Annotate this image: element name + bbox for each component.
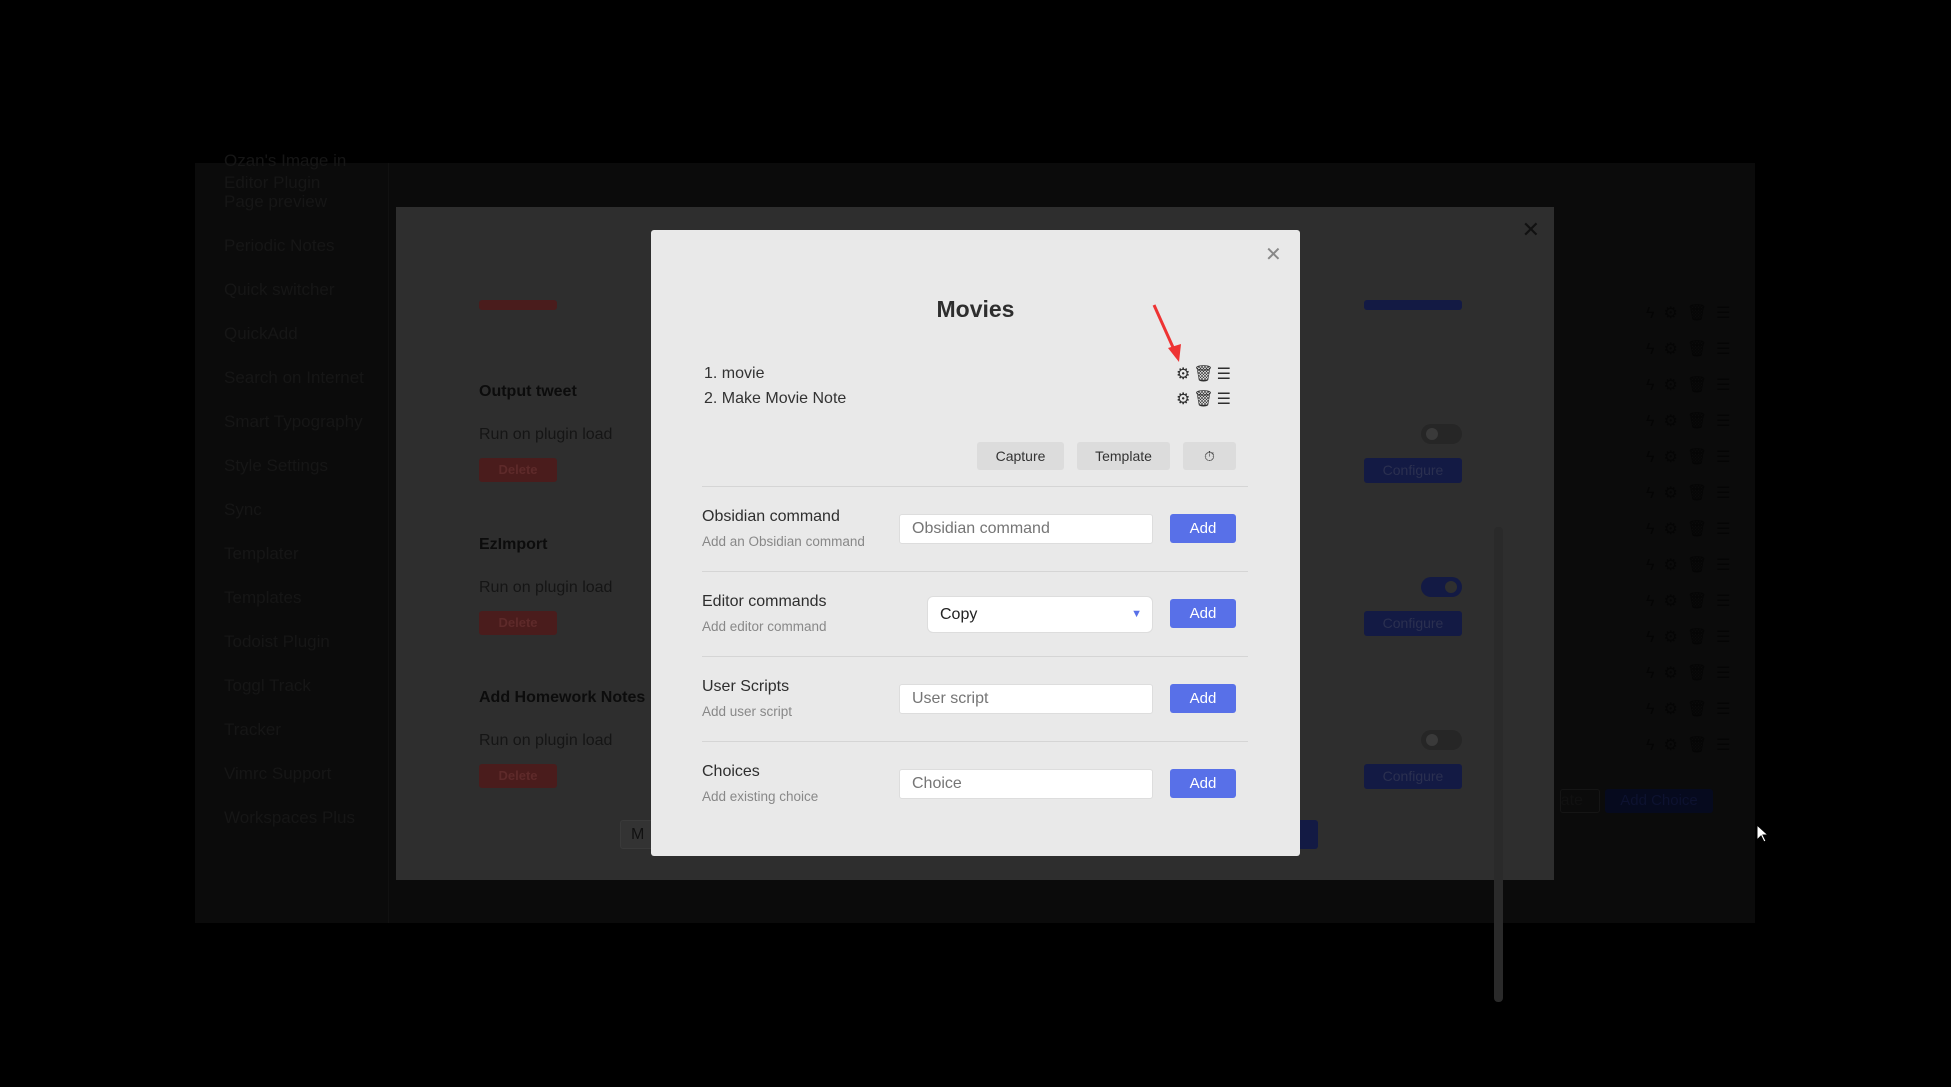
choice-row-actions[interactable]: ϟ⚙🗑☰ bbox=[1646, 701, 1740, 718]
choice-row-actions[interactable]: ϟ⚙🗑☰ bbox=[1646, 665, 1740, 682]
configure-button[interactable]: Configure bbox=[1364, 611, 1462, 636]
choice-row-actions[interactable]: ϟ⚙🗑☰ bbox=[1646, 377, 1740, 394]
command-title: EzImport bbox=[479, 536, 548, 553]
sidebar-item[interactable]: Smart Typography bbox=[224, 412, 363, 431]
chevron-down-icon: ▼ bbox=[1131, 608, 1142, 620]
sidebar-item[interactable]: Vimrc Support bbox=[224, 764, 332, 783]
clock-icon: ⏱ bbox=[1204, 448, 1215, 464]
select-value: Template bbox=[1560, 792, 1583, 809]
row-label: Obsidian command bbox=[702, 508, 840, 525]
sidebar-item[interactable]: Search on Internet bbox=[224, 368, 364, 387]
choice-type-select[interactable]: Template bbox=[1560, 789, 1600, 813]
choice-row-actions[interactable]: ϟ⚙🗑☰ bbox=[1646, 305, 1740, 322]
run-on-load-label: Run on plugin load bbox=[479, 426, 613, 443]
sidebar-item[interactable]: Page preview bbox=[224, 192, 328, 211]
command-title: Output tweet bbox=[479, 383, 577, 400]
step-actions: ⚙ 🗑 ☰ bbox=[1176, 389, 1231, 409]
run-on-load-toggle[interactable] bbox=[1421, 577, 1462, 597]
sidebar-item[interactable]: Todoist Plugin bbox=[224, 632, 330, 651]
delete-button[interactable]: Delete bbox=[479, 611, 557, 635]
sidebar-item[interactable]: QuickAdd bbox=[224, 324, 298, 343]
command-title: Add Homework Notes bbox=[479, 689, 646, 706]
delete-button[interactable] bbox=[479, 300, 557, 310]
sidebar-item[interactable]: Style Settings bbox=[224, 456, 328, 475]
user-script-input[interactable] bbox=[899, 684, 1153, 714]
divider bbox=[702, 741, 1248, 742]
gear-icon[interactable]: ⚙ bbox=[1176, 366, 1191, 383]
configure-button[interactable]: Configure bbox=[1364, 764, 1462, 789]
step-actions: ⚙ 🗑 ☰ bbox=[1176, 364, 1231, 384]
sidebar-item[interactable]: Templater bbox=[224, 544, 299, 563]
capture-button[interactable]: Capture bbox=[977, 442, 1064, 470]
sidebar-item[interactable]: Templates bbox=[224, 588, 302, 607]
step-item: 2. Make Movie Note bbox=[704, 390, 847, 407]
drag-handle-icon[interactable]: ☰ bbox=[1216, 366, 1231, 383]
sidebar-item[interactable]: Tracker bbox=[224, 720, 281, 739]
delete-button[interactable]: Delete bbox=[479, 764, 557, 788]
close-icon[interactable]: ✕ bbox=[1521, 217, 1540, 242]
template-button[interactable]: Template bbox=[1077, 442, 1170, 470]
gear-icon[interactable]: ⚙ bbox=[1176, 391, 1191, 408]
add-macro-button[interactable] bbox=[1296, 820, 1318, 849]
add-choice-button[interactable]: Add Choice bbox=[1605, 789, 1713, 813]
sidebar-item[interactable]: Periodic Notes bbox=[224, 236, 335, 255]
configure-button[interactable]: Configure bbox=[1364, 458, 1462, 483]
sidebar-item[interactable]: Workspaces Plus bbox=[224, 808, 356, 827]
close-icon[interactable]: ✕ bbox=[1265, 244, 1282, 266]
choice-row-actions[interactable]: ϟ⚙🗑☰ bbox=[1646, 341, 1740, 358]
trash-icon[interactable]: 🗑 bbox=[1193, 366, 1214, 383]
sidebar-item[interactable]: Quick switcher bbox=[224, 280, 335, 299]
row-description: Add existing choice bbox=[702, 789, 819, 804]
row-label: Choices bbox=[702, 763, 760, 780]
run-on-load-label: Run on plugin load bbox=[479, 732, 613, 749]
row-description: Add user script bbox=[702, 704, 793, 719]
red-arrow-annotation bbox=[1152, 304, 1181, 362]
wait-button[interactable]: ⏱ bbox=[1183, 442, 1236, 470]
obsidian-command-input[interactable] bbox=[899, 514, 1153, 544]
choice-row-actions[interactable]: ϟ⚙🗑☰ bbox=[1646, 485, 1740, 502]
choice-row-actions[interactable]: ϟ⚙🗑☰ bbox=[1646, 557, 1740, 574]
choice-input[interactable] bbox=[899, 769, 1153, 799]
row-description: Add an Obsidian command bbox=[702, 534, 865, 549]
modal-title: Movies bbox=[936, 296, 1015, 322]
row-label: User Scripts bbox=[702, 678, 790, 695]
row-description: Add editor command bbox=[702, 619, 827, 634]
choice-row-actions[interactable]: ϟ⚙🗑☰ bbox=[1646, 413, 1740, 430]
choice-builder-modal: ✕ Movies 1. movie 2. Make Movie Note ⚙ 🗑 ☰… bbox=[651, 230, 1300, 856]
row-label: Editor commands bbox=[702, 593, 827, 610]
delete-button[interactable]: Delete bbox=[479, 458, 557, 482]
mouse-cursor-icon bbox=[1756, 824, 1770, 843]
add-editor-command-button[interactable]: Add bbox=[1170, 599, 1236, 628]
choice-row-actions[interactable]: ϟ⚙🗑☰ bbox=[1646, 449, 1740, 466]
run-on-load-toggle[interactable] bbox=[1421, 730, 1462, 750]
divider bbox=[702, 486, 1248, 487]
editor-command-select[interactable]: Copy ▼ bbox=[927, 596, 1153, 633]
drag-handle-icon[interactable]: ☰ bbox=[1216, 391, 1231, 408]
choice-row-actions[interactable]: ϟ⚙🗑☰ bbox=[1646, 629, 1740, 646]
sidebar-divider bbox=[388, 163, 389, 923]
configure-button[interactable] bbox=[1364, 300, 1462, 310]
sidebar-item[interactable]: Sync bbox=[224, 500, 262, 519]
choice-row-actions[interactable]: ϟ⚙🗑☰ bbox=[1646, 737, 1740, 754]
choice-row-actions[interactable]: ϟ⚙🗑☰ bbox=[1646, 593, 1740, 610]
add-choice-button[interactable]: Add bbox=[1170, 769, 1236, 798]
select-value: Copy bbox=[940, 606, 978, 623]
sidebar-item[interactable]: Toggl Track bbox=[224, 676, 311, 695]
step-item: 1. movie bbox=[704, 365, 765, 382]
add-obsidian-command-button[interactable]: Add bbox=[1170, 514, 1236, 543]
sidebar-item[interactable]: Ozan's Image in Editor Plugin bbox=[224, 151, 347, 192]
divider bbox=[702, 656, 1248, 657]
trash-icon[interactable]: 🗑 bbox=[1193, 391, 1214, 408]
divider bbox=[702, 571, 1248, 572]
scrollbar[interactable] bbox=[1494, 527, 1503, 1002]
run-on-load-label: Run on plugin load bbox=[479, 579, 613, 596]
add-user-script-button[interactable]: Add bbox=[1170, 684, 1236, 713]
run-on-load-toggle[interactable] bbox=[1421, 424, 1462, 444]
choice-row-actions[interactable]: ϟ⚙🗑☰ bbox=[1646, 521, 1740, 538]
